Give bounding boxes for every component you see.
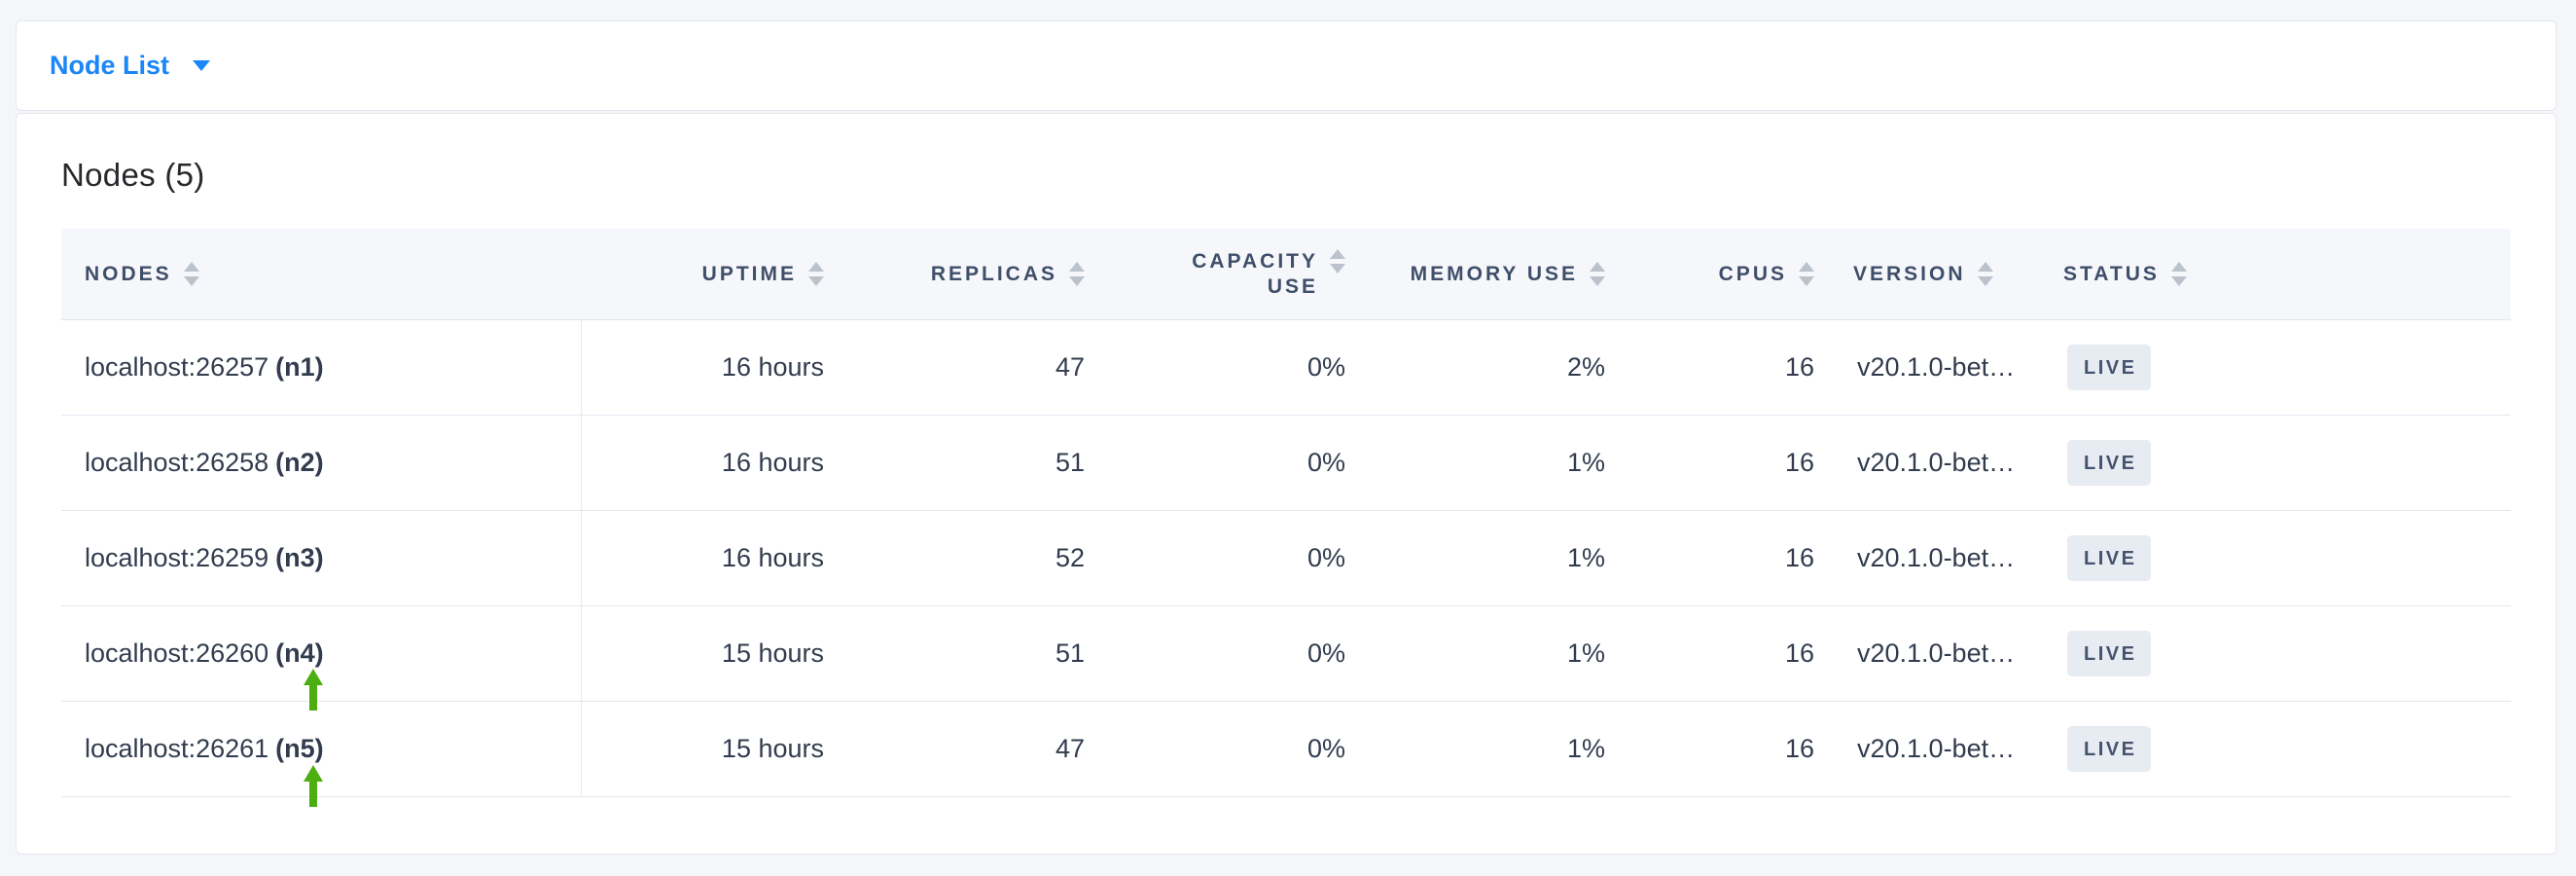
cpus-cell: 16 xyxy=(1784,639,1814,668)
table-row-n4[interactable]: localhost:26260 (n4) 15 hours 51 0% 1% 1… xyxy=(61,606,2511,711)
nodes-panel: Nodes (5) NODES UPTIME REPLICAS CAPACITY… xyxy=(16,113,2557,855)
capacity-use-cell: 0% xyxy=(1306,352,1345,382)
capacity-use-cell: 0% xyxy=(1306,543,1345,572)
memory-use-cell: 2% xyxy=(1566,352,1605,382)
column-header-capacity-use[interactable]: CAPACITY USE xyxy=(1085,229,1345,319)
version-cell: v20.1.0-bet… xyxy=(1857,543,2016,572)
node-address[interactable]: localhost:26260 xyxy=(85,639,269,668)
uptime-cell: 16 hours xyxy=(721,543,824,572)
replicas-cell: 47 xyxy=(1055,352,1085,382)
status-badge: LIVE xyxy=(2067,345,2152,390)
capacity-use-cell: 0% xyxy=(1306,734,1345,763)
uptime-cell: 16 hours xyxy=(721,448,824,477)
table-row-n1[interactable]: localhost:26257 (n1) 16 hours 47 0% 2% 1… xyxy=(61,320,2511,416)
green-up-arrow-annotation xyxy=(304,765,323,807)
capacity-use-cell: 0% xyxy=(1306,639,1345,668)
node-name: (n3) xyxy=(275,543,324,572)
node-list-dropdown[interactable]: Node List xyxy=(50,51,211,81)
node-address[interactable]: localhost:26261 xyxy=(85,734,269,763)
node-name: (n5) xyxy=(275,734,324,763)
table-row-n3[interactable]: localhost:26259 (n3) 16 hours 52 0% 1% 1… xyxy=(61,511,2511,606)
status-badge: LIVE xyxy=(2067,631,2152,676)
column-header-memory-use[interactable]: MEMORY USE xyxy=(1345,229,1605,319)
nodes-table: NODES UPTIME REPLICAS CAPACITY USE MEMOR… xyxy=(61,229,2511,807)
uptime-cell: 15 hours xyxy=(721,639,824,668)
replicas-cell: 47 xyxy=(1055,734,1085,763)
version-cell: v20.1.0-bet… xyxy=(1857,352,2016,382)
sort-icon xyxy=(808,262,824,286)
replicas-cell: 51 xyxy=(1055,448,1085,477)
sort-icon xyxy=(183,262,199,286)
table-row-n5[interactable]: localhost:26261 (n5) 15 hours 47 0% 1% 1… xyxy=(61,702,2511,807)
status-badge: LIVE xyxy=(2067,535,2152,581)
uptime-cell: 16 hours xyxy=(721,352,824,382)
node-address[interactable]: localhost:26257 xyxy=(85,352,269,382)
replicas-cell: 52 xyxy=(1055,543,1085,572)
table-row-n2[interactable]: localhost:26258 (n2) 16 hours 51 0% 1% 1… xyxy=(61,416,2511,511)
column-header-cpus[interactable]: CPUS xyxy=(1605,229,1814,319)
sort-icon xyxy=(1590,262,1605,286)
cpus-cell: 16 xyxy=(1784,543,1814,572)
status-badge: LIVE xyxy=(2067,440,2152,486)
sort-icon xyxy=(1799,262,1814,286)
column-header-nodes[interactable]: NODES xyxy=(61,229,582,319)
version-cell: v20.1.0-bet… xyxy=(1857,734,2016,763)
status-badge: LIVE xyxy=(2067,726,2152,772)
version-cell: v20.1.0-bet… xyxy=(1857,639,2016,668)
column-header-version[interactable]: VERSION xyxy=(1814,229,2024,319)
node-address[interactable]: localhost:26259 xyxy=(85,543,269,572)
cpus-cell: 16 xyxy=(1784,448,1814,477)
node-name: (n2) xyxy=(275,448,324,477)
page-title: Nodes (5) xyxy=(61,157,205,193)
sort-icon xyxy=(1069,262,1085,286)
column-header-replicas[interactable]: REPLICAS xyxy=(824,229,1085,319)
cpus-cell: 16 xyxy=(1784,734,1814,763)
column-header-uptime[interactable]: UPTIME xyxy=(582,229,824,319)
memory-use-cell: 1% xyxy=(1566,448,1605,477)
memory-use-cell: 1% xyxy=(1566,543,1605,572)
sort-icon xyxy=(1330,249,1345,274)
cpus-cell: 16 xyxy=(1784,352,1814,382)
sort-icon xyxy=(2170,262,2187,286)
uptime-cell: 15 hours xyxy=(721,734,824,763)
chevron-down-icon xyxy=(193,60,211,71)
version-cell: v20.1.0-bet… xyxy=(1857,448,2016,477)
column-header-status[interactable]: STATUS xyxy=(2024,229,2511,319)
memory-use-cell: 1% xyxy=(1566,639,1605,668)
table-header-row: NODES UPTIME REPLICAS CAPACITY USE MEMOR… xyxy=(61,229,2511,320)
replicas-cell: 51 xyxy=(1055,639,1085,668)
node-name: (n1) xyxy=(275,352,324,382)
sort-icon xyxy=(1977,262,1993,286)
node-list-dropdown-label: Node List xyxy=(50,51,170,80)
node-name: (n4) xyxy=(275,639,324,668)
capacity-use-cell: 0% xyxy=(1306,448,1345,477)
view-selector-bar: Node List xyxy=(16,20,2557,111)
green-up-arrow-annotation xyxy=(304,669,323,711)
node-address[interactable]: localhost:26258 xyxy=(85,448,269,477)
memory-use-cell: 1% xyxy=(1566,734,1605,763)
